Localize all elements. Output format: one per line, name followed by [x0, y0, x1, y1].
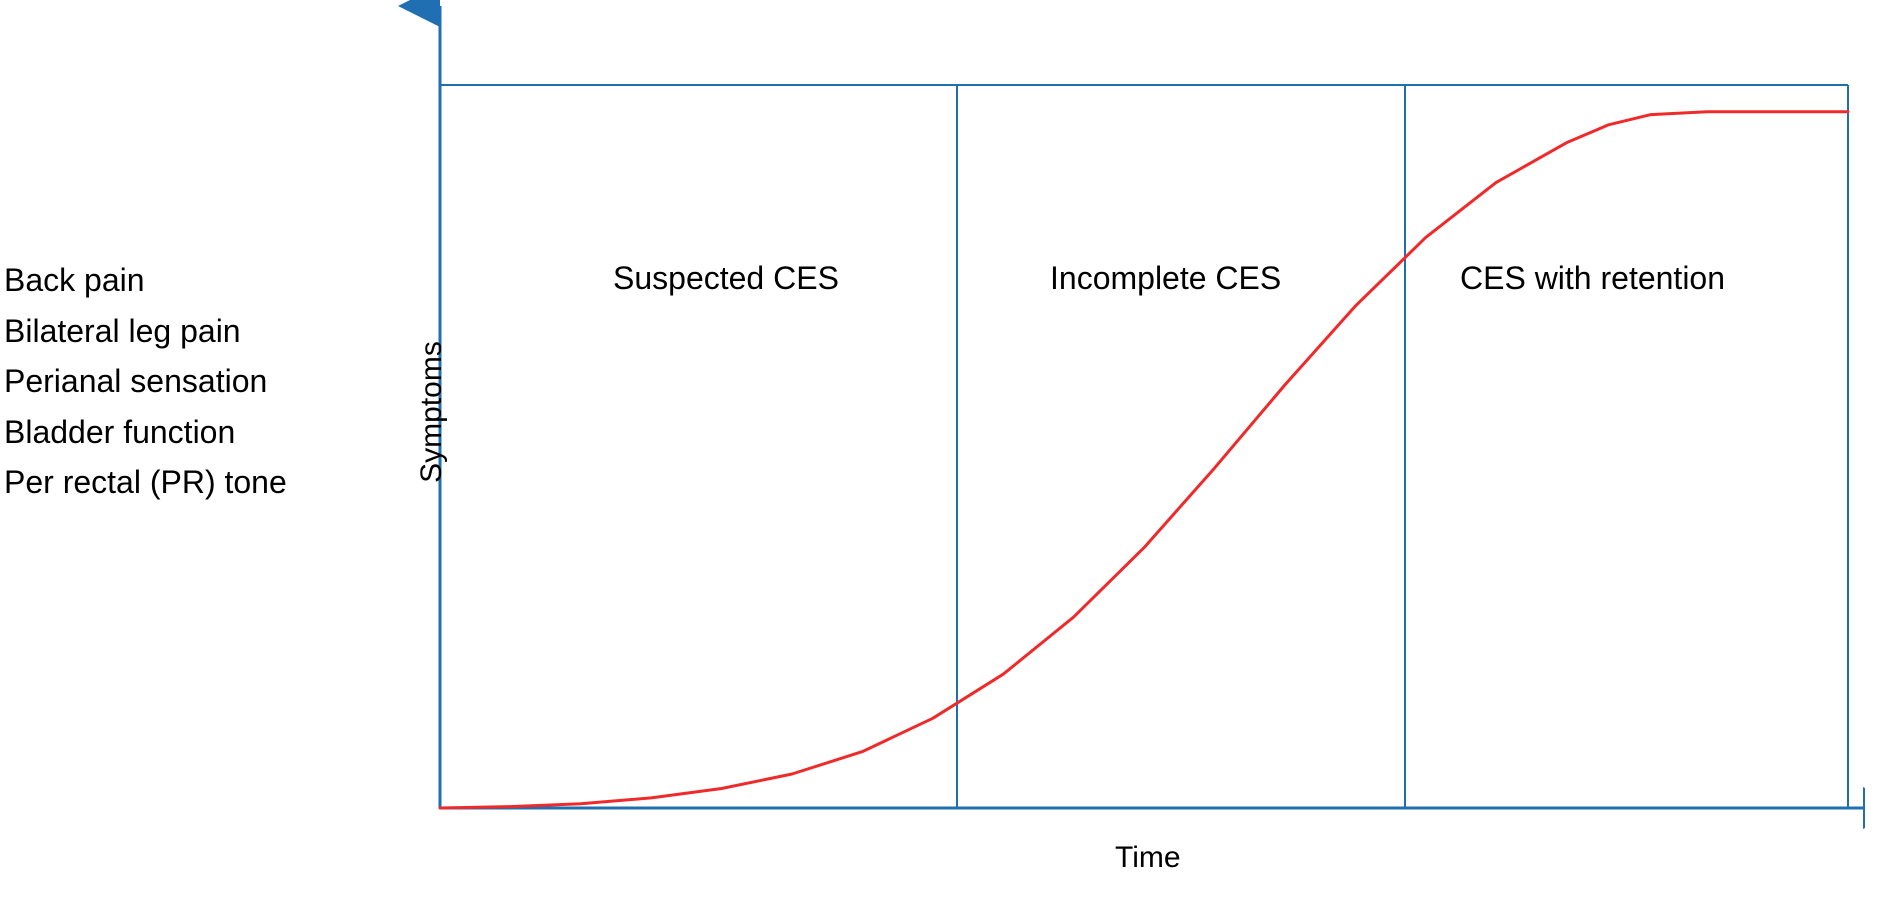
region-label-incomplete: Incomplete CES — [1050, 260, 1281, 297]
page-root: Back pain Bilateral leg pain Perianal se… — [0, 0, 1898, 899]
symptom-item: Back pain — [4, 255, 287, 306]
symptom-item: Perianal sensation — [4, 356, 287, 407]
region-label-retention: CES with retention — [1460, 260, 1725, 297]
symptom-item: Per rectal (PR) tone — [4, 457, 287, 508]
region-label-suspected: Suspected CES — [613, 260, 839, 297]
symptom-item: Bladder function — [4, 407, 287, 458]
y-axis-label: Symptoms — [415, 341, 449, 483]
symptom-item: Bilateral leg pain — [4, 306, 287, 357]
x-axis-label: Time — [1115, 841, 1181, 875]
chart-svg — [385, 0, 1865, 880]
symptom-list: Back pain Bilateral leg pain Perianal se… — [4, 255, 287, 508]
chart: Symptoms Time Suspected CES Incomplete C… — [385, 0, 1865, 880]
